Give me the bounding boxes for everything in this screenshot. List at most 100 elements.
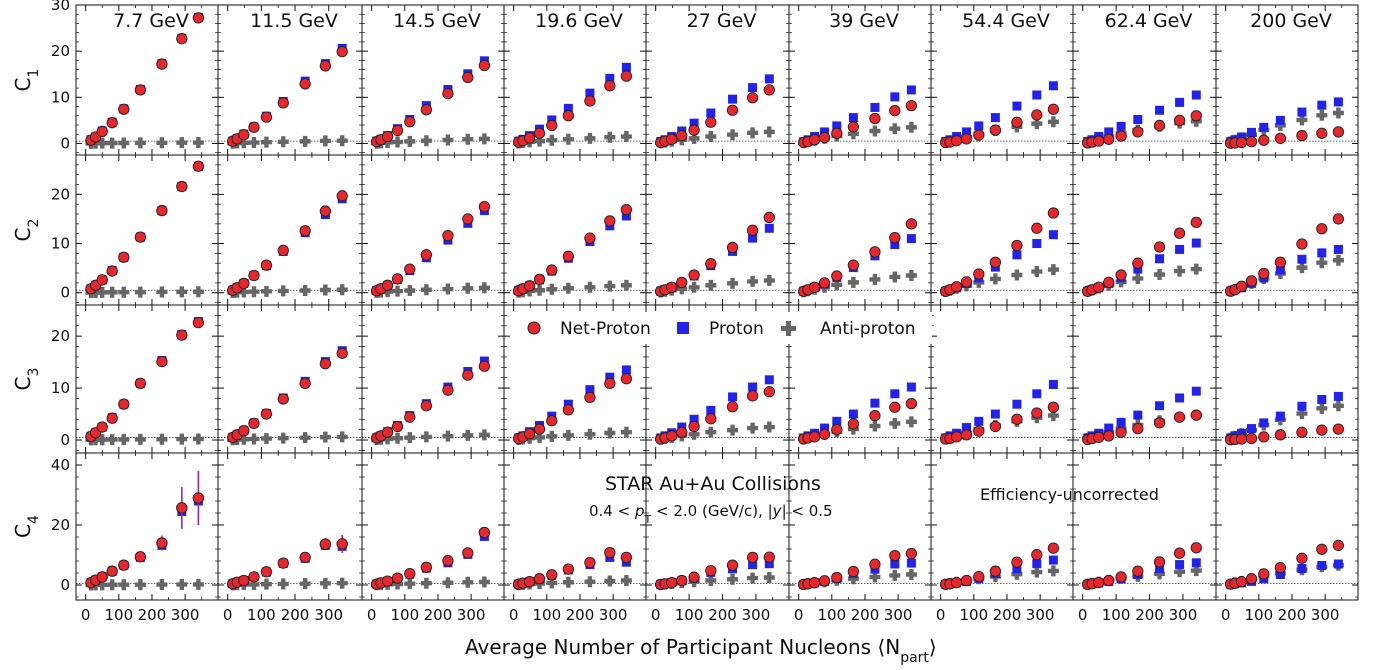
net-proton-point — [319, 60, 332, 72]
energy-label: 39 GeV — [829, 10, 899, 32]
proton-point — [1048, 230, 1058, 240]
net-proton-point — [1332, 126, 1345, 138]
panel-1-2 — [218, 43, 362, 149]
proton-point — [906, 234, 916, 244]
net-proton-point — [1258, 568, 1270, 580]
net-proton-point — [192, 160, 205, 172]
net-proton-point — [889, 549, 901, 562]
anti-proton-point — [134, 286, 146, 298]
panel-2-1 — [76, 160, 218, 299]
net-proton-point — [1103, 276, 1115, 289]
panel-3-7 — [931, 379, 1073, 445]
anti-proton-point — [1047, 264, 1059, 276]
net-proton-point — [562, 404, 575, 416]
proton-point — [1133, 264, 1143, 274]
proton-point — [706, 108, 716, 118]
net-proton-point — [1296, 129, 1308, 142]
anti-proton-point — [336, 284, 348, 296]
anti-proton-point — [462, 133, 474, 145]
error-bar — [336, 534, 348, 553]
legend-proton-marker — [677, 322, 689, 334]
net-proton-point — [989, 256, 1002, 268]
anti-proton-point — [106, 137, 118, 149]
net-proton-point — [1332, 539, 1345, 552]
svg-text:C4: C4 — [11, 515, 42, 538]
net-proton-point — [319, 205, 332, 217]
net-proton-point — [604, 215, 616, 227]
anti-proton-point — [299, 432, 311, 444]
net-proton-point — [462, 369, 474, 381]
net-proton-point — [1258, 431, 1270, 443]
net-proton-point — [523, 280, 536, 292]
net-proton-point — [584, 556, 596, 569]
anti-proton-point — [905, 269, 917, 281]
anti-proton-point — [478, 576, 490, 588]
x-tick-label: 300 — [742, 606, 771, 624]
anti-proton-point — [1047, 410, 1059, 422]
x-tick-label: 0 — [367, 606, 377, 624]
net-proton-point — [1274, 132, 1287, 145]
net-proton-point — [420, 561, 433, 573]
anti-proton-point — [404, 135, 416, 147]
net-proton-point — [106, 565, 118, 577]
net-proton-point — [831, 127, 843, 139]
anti-proton-point — [562, 429, 574, 441]
anti-proton-point — [1011, 269, 1023, 281]
net-proton-point — [420, 400, 433, 412]
panel-4-4 — [504, 546, 646, 591]
net-proton-point — [96, 571, 108, 583]
net-proton-point — [96, 421, 108, 433]
net-proton-point — [1132, 126, 1144, 138]
anti-proton-point — [442, 430, 454, 442]
net-proton-point — [176, 180, 188, 193]
net-proton-point — [584, 95, 596, 107]
energy-label: 14.5 GeV — [393, 10, 481, 32]
net-proton-point — [973, 129, 985, 141]
anti-proton-point — [1296, 262, 1308, 274]
net-proton-point — [1115, 130, 1127, 142]
net-proton-point — [1031, 549, 1043, 561]
anti-proton-point — [478, 133, 490, 145]
net-proton-point — [562, 250, 575, 262]
panel-1-8 — [1073, 90, 1216, 149]
proton-point — [764, 375, 774, 385]
net-proton-point — [726, 104, 739, 116]
proton-point — [848, 113, 858, 123]
anti-proton-point — [562, 282, 574, 294]
anti-proton-point — [1316, 402, 1328, 414]
anti-proton-point — [462, 429, 474, 441]
proton-point — [1297, 564, 1307, 573]
panel-3-2 — [218, 346, 362, 446]
y-tick-label: 0 — [60, 576, 70, 594]
anti-proton-point — [319, 135, 331, 147]
panel-2-6 — [789, 218, 931, 298]
x-tick-label: 300 — [314, 606, 343, 624]
anti-proton-point — [1316, 109, 1328, 121]
net-proton-point — [905, 547, 918, 560]
net-proton-point — [808, 134, 821, 146]
anti-proton-point — [176, 578, 188, 590]
x-tick-label: 300 — [599, 606, 628, 624]
net-proton-point — [847, 565, 860, 578]
anti-proton-point — [620, 131, 632, 143]
net-proton-point — [1274, 256, 1287, 268]
anti-proton-point — [604, 280, 616, 292]
proton-point — [748, 233, 758, 243]
anti-proton-point — [1031, 566, 1043, 578]
net-proton-point — [1173, 411, 1186, 423]
proton-point — [1175, 393, 1185, 403]
proton-point — [1175, 244, 1185, 254]
net-proton-point — [584, 391, 596, 404]
net-proton-point — [462, 71, 474, 84]
y-tick-label: 30 — [51, 0, 70, 14]
net-proton-point — [381, 426, 394, 438]
panel-frame — [1215, 452, 1359, 601]
net-proton-point — [950, 431, 963, 443]
net-proton-point — [238, 129, 250, 141]
anti-proton-point — [382, 136, 394, 148]
energy-label: 27 GeV — [687, 10, 757, 32]
anti-proton-point — [989, 273, 1001, 285]
anti-proton-point — [462, 576, 474, 588]
anti-proton-point — [889, 271, 901, 283]
net-proton-point — [533, 573, 546, 585]
